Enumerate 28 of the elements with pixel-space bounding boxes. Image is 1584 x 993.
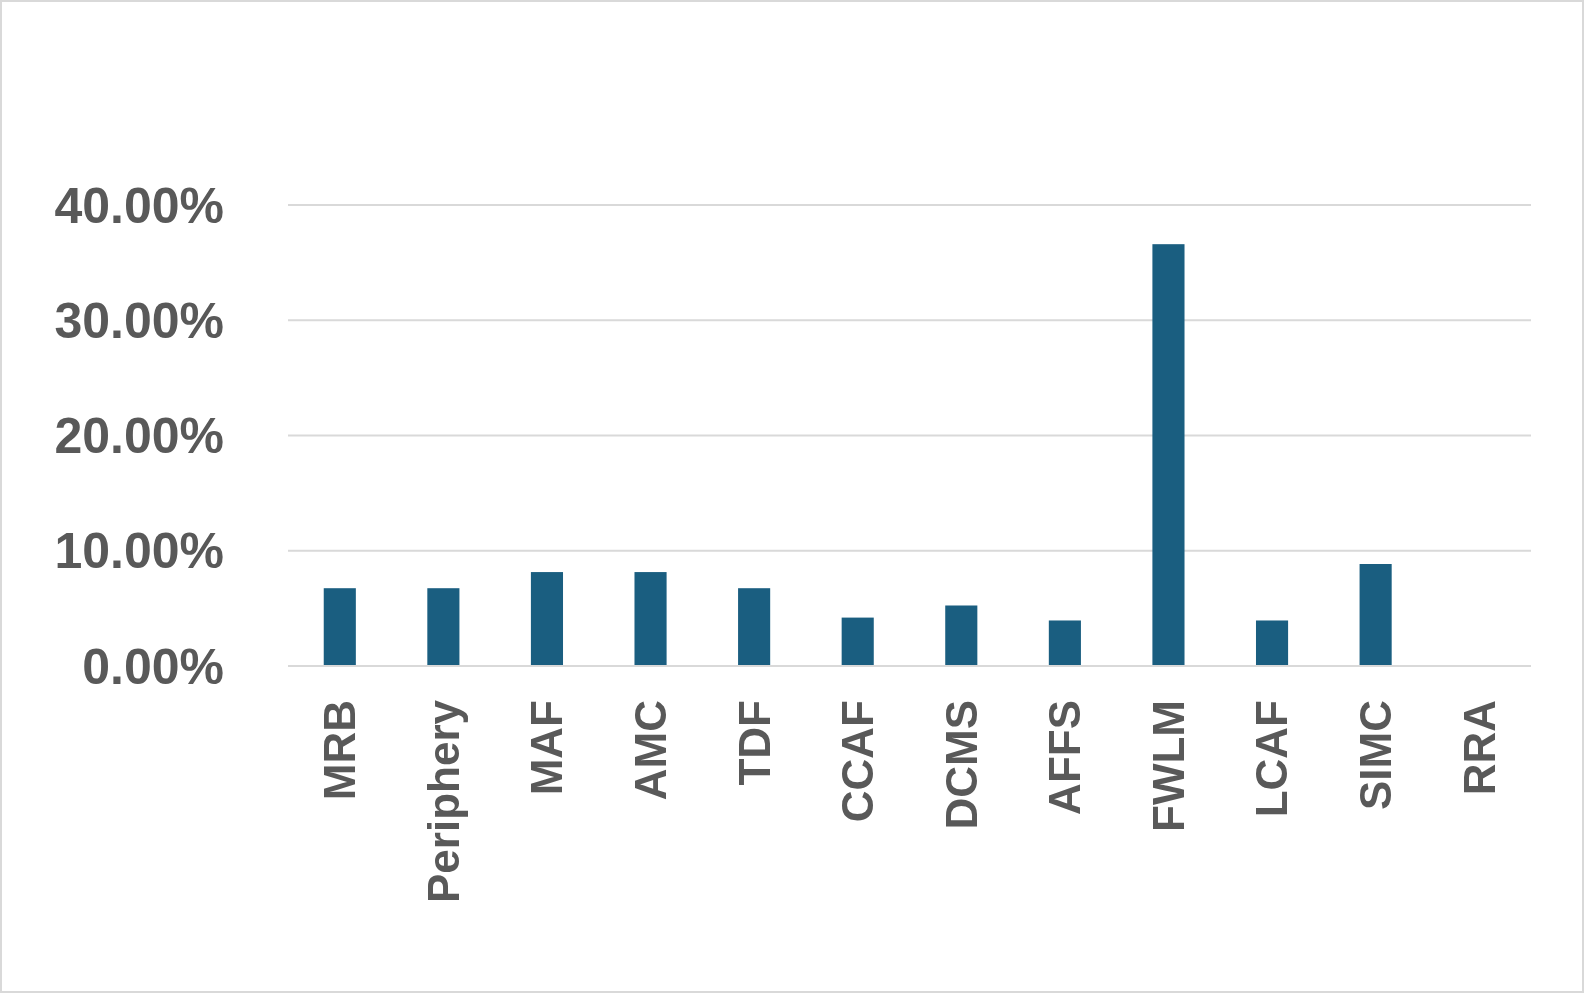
bar	[323, 588, 356, 666]
bar	[634, 572, 667, 666]
bar	[1255, 620, 1289, 666]
x-tick-label: LCAF	[1247, 700, 1297, 818]
bar	[841, 617, 874, 666]
x-tick-label: CCAF	[833, 700, 883, 823]
x-tick-label: AMC	[625, 700, 675, 801]
x-tick-label: Periphery	[418, 699, 468, 903]
y-tick-label: 0.00%	[82, 638, 224, 695]
x-tick-label: TDF	[729, 700, 779, 786]
x-tick-label: SIMC	[1351, 700, 1401, 810]
bar	[1048, 620, 1081, 666]
x-tick-label: AFFS	[1040, 700, 1090, 815]
bar	[530, 572, 564, 666]
x-tick-label: MRB	[315, 700, 365, 801]
y-tick-label: 10.00%	[54, 523, 224, 580]
x-tick-label: FWLM	[1143, 700, 1193, 832]
bar	[427, 588, 460, 666]
bar	[1359, 564, 1392, 666]
bar	[1152, 244, 1185, 666]
x-tick-label: RRA	[1454, 700, 1504, 796]
y-tick-label: 40.00%	[54, 177, 224, 234]
bar	[738, 588, 771, 666]
y-tick-label: 30.00%	[54, 292, 224, 349]
x-tick-label: MAF	[522, 700, 572, 796]
x-tick-label: DCMS	[936, 700, 986, 830]
bar	[945, 605, 978, 666]
y-tick-label: 20.00%	[54, 408, 224, 464]
